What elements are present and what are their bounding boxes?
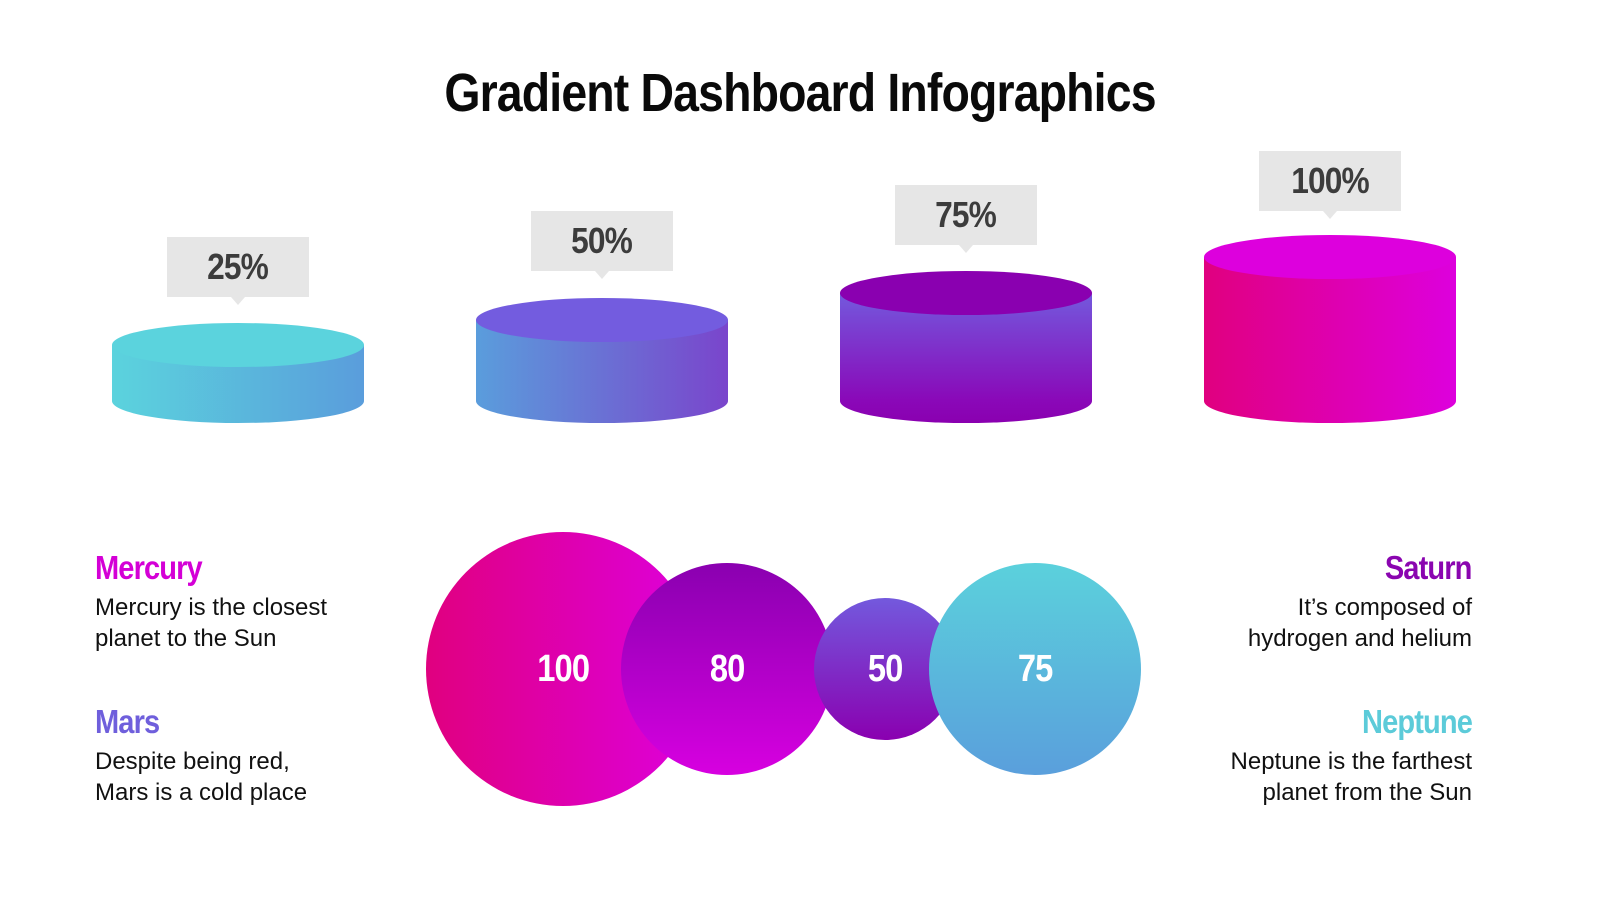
value-callout: 50%: [531, 211, 673, 279]
info-text: Mercury is the closest planet to the Sun: [95, 594, 328, 652]
info-heading: Mars: [95, 703, 160, 740]
callout-value: 75%: [935, 194, 998, 235]
page-title: Gradient Dashboard Infographics: [444, 63, 1156, 123]
info-text: Despite being red, Mars is a cold place: [95, 748, 308, 806]
info-heading: Neptune: [1362, 703, 1473, 740]
bubble-75: 75: [929, 563, 1141, 775]
info-saturn: Saturn It’s composed of hydrogen and heli…: [1172, 548, 1473, 654]
bubble-80: 80: [621, 563, 833, 775]
bubble-value: 100: [537, 647, 590, 690]
info-heading: Mercury: [95, 549, 203, 586]
info-heading: Saturn: [1385, 549, 1473, 586]
info-text: It’s composed of hydrogen and helium: [1247, 594, 1472, 652]
info-mercury: Mercury Mercury is the closest planet to …: [95, 548, 395, 654]
info-neptune: Neptune Neptune is the farthest planet fr…: [1172, 702, 1473, 808]
bubble-value: 50: [867, 647, 904, 690]
info-text: Neptune is the farthest planet from the S…: [1230, 748, 1472, 806]
value-callout: 100%: [1259, 151, 1401, 219]
bubble-value: 75: [1017, 647, 1054, 690]
callout-value: 100%: [1291, 160, 1369, 201]
callout-value: 50%: [571, 220, 634, 261]
callout-value: 25%: [207, 246, 270, 287]
info-mars: Mars Despite being red, Mars is a cold pl…: [95, 702, 395, 808]
bubble-value: 80: [709, 647, 746, 690]
value-callout: 25%: [167, 237, 309, 305]
value-callout: 75%: [895, 185, 1037, 253]
